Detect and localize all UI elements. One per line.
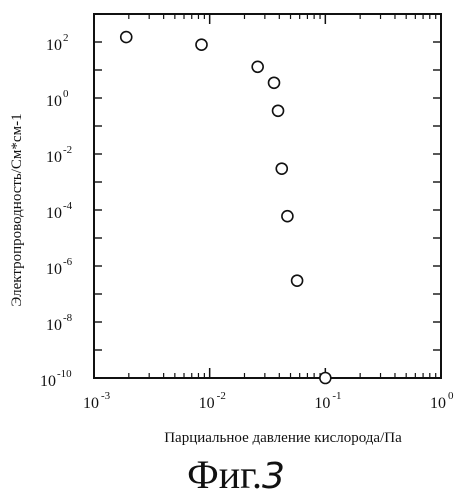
y-tick-label-exponent: -4	[63, 200, 73, 212]
data-point	[320, 373, 331, 384]
x-tick-label-base: 10	[199, 395, 215, 412]
data-point	[282, 211, 293, 222]
y-tick-label-exponent: -8	[63, 312, 73, 324]
x-tick-label: 100	[430, 390, 454, 412]
x-tick-label-exponent: -1	[332, 390, 341, 402]
y-tick-label-base: 10	[46, 93, 62, 110]
y-tick-label-exponent: -10	[57, 368, 72, 380]
x-tick-label-base: 10	[430, 395, 446, 412]
y-tick-label-exponent: -6	[63, 256, 73, 268]
figure-caption-prefix: Фиг.	[187, 452, 262, 497]
y-tick-label-base: 10	[40, 373, 56, 390]
x-tick-label: 10-3	[83, 390, 111, 412]
data-point	[276, 163, 287, 174]
x-tick-label-exponent: -3	[101, 390, 111, 402]
x-tick-label-base: 10	[83, 395, 99, 412]
data-point	[292, 275, 303, 286]
y-tick-label-base: 10	[46, 205, 62, 222]
plot-frame	[94, 14, 441, 378]
y-tick-label-base: 10	[46, 261, 62, 278]
data-point	[269, 77, 280, 88]
y-tick-label-base: 10	[46, 149, 62, 166]
x-axis-label: Парциальное давление кислорода/Па	[164, 430, 402, 446]
data-point	[121, 32, 132, 43]
data-point	[196, 39, 207, 50]
y-tick-label-base: 10	[46, 317, 62, 334]
y-tick-label-exponent: 0	[63, 88, 69, 100]
y-tick-label: 102	[46, 32, 69, 54]
y-tick-label: 10-10	[40, 368, 72, 390]
y-tick-label: 10-2	[46, 144, 72, 166]
figure-caption-number: 3	[262, 456, 285, 497]
x-tick-label: 10-2	[199, 390, 226, 412]
y-tick-label: 10-8	[46, 312, 73, 334]
chart-svg: 10-310-210-110010210010-210-410-610-810-…	[0, 0, 472, 450]
x-tick-label: 10-1	[314, 390, 341, 412]
x-tick-label-exponent: 0	[448, 390, 454, 402]
x-tick-label-exponent: -2	[217, 390, 226, 402]
data-point	[273, 105, 284, 116]
y-tick-label-exponent: -2	[63, 144, 72, 156]
y-axis-label: Электропроводность/См*см-1	[9, 113, 25, 306]
data-point	[252, 61, 263, 72]
figure-caption: Фиг.3	[0, 452, 472, 500]
x-tick-label-base: 10	[314, 395, 330, 412]
y-tick-label: 10-6	[46, 256, 73, 278]
y-tick-label-exponent: 2	[63, 32, 69, 44]
y-tick-label: 100	[46, 88, 69, 110]
y-tick-label-base: 10	[46, 37, 62, 54]
y-tick-label: 10-4	[46, 200, 73, 222]
